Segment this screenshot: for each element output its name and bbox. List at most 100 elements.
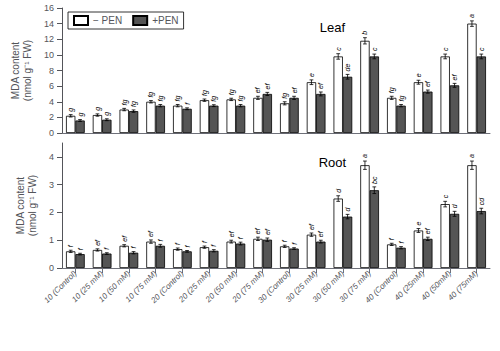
svg-text:ef: ef	[254, 86, 261, 93]
svg-text:30 (50 mM): 30 (50 mM)	[310, 268, 347, 305]
svg-text:c: c	[371, 47, 378, 51]
svg-text:fg: fg	[388, 87, 396, 93]
svg-text:f: f	[388, 237, 395, 240]
svg-text:ef: ef	[317, 230, 324, 237]
svg-text:2: 2	[49, 207, 54, 217]
svg-text:6: 6	[49, 81, 54, 91]
svg-text:g: g	[94, 107, 102, 111]
svg-text:g: g	[103, 112, 111, 116]
svg-text:ef: ef	[147, 230, 154, 237]
svg-text:a: a	[468, 14, 475, 18]
svg-text:a: a	[468, 154, 475, 158]
svg-text:ef: ef	[424, 227, 431, 234]
svg-text:e: e	[415, 222, 422, 226]
svg-text:ef: ef	[94, 239, 101, 246]
svg-text:f: f	[184, 102, 191, 105]
svg-text:c: c	[442, 47, 449, 51]
svg-text:− PEN: − PEN	[93, 15, 122, 26]
svg-text:e: e	[308, 73, 315, 77]
svg-text:f: f	[201, 240, 208, 243]
svg-text:ef: ef	[264, 82, 271, 89]
svg-text:ef: ef	[317, 82, 324, 89]
svg-text:fg: fg	[281, 93, 289, 99]
svg-text:e: e	[415, 73, 422, 77]
svg-text:0: 0	[49, 263, 54, 273]
svg-text:20 (50 mM): 20 (50 mM)	[203, 268, 240, 305]
svg-text:30 (75 mM): 30 (75 mM)	[337, 268, 373, 305]
svg-text:ef: ef	[228, 230, 235, 237]
svg-text:d: d	[451, 203, 458, 208]
svg-text:8: 8	[49, 66, 54, 76]
svg-text:fg: fg	[130, 101, 138, 107]
svg-text:ef: ef	[264, 228, 271, 235]
svg-text:10 (Control): 10 (Control)	[42, 268, 79, 305]
svg-text:1: 1	[49, 235, 54, 245]
svg-text:20 (Control): 20 (Control)	[149, 268, 186, 305]
svg-text:10 (50 mM): 10 (50 mM)	[96, 268, 133, 305]
svg-text:a: a	[361, 154, 368, 158]
svg-text:Root: Root	[319, 155, 347, 170]
svg-text:f: f	[210, 244, 217, 247]
svg-text:fg: fg	[398, 96, 406, 102]
svg-text:0: 0	[49, 128, 54, 138]
svg-text:3: 3	[49, 180, 54, 190]
svg-text:d: d	[344, 206, 351, 211]
svg-text:ef: ef	[451, 73, 458, 80]
svg-text:30 (Control): 30 (Control)	[256, 268, 293, 305]
svg-text:16: 16	[44, 3, 54, 13]
svg-text:f: f	[67, 244, 74, 247]
svg-text:+PEN: +PEN	[152, 15, 178, 26]
svg-text:fg: fg	[228, 89, 236, 95]
svg-text:fg: fg	[121, 99, 129, 105]
svg-text:fg: fg	[174, 96, 182, 102]
svg-text:g: g	[77, 113, 85, 117]
svg-text:fg: fg	[201, 90, 209, 96]
svg-text:2: 2	[49, 112, 54, 122]
svg-text:12: 12	[44, 34, 54, 44]
svg-text:20 (75 mM): 20 (75 mM)	[230, 268, 266, 305]
svg-text:MDA content: MDA content	[10, 42, 21, 99]
svg-text:MDA content: MDA content	[15, 177, 26, 234]
svg-text:ef: ef	[254, 227, 261, 234]
svg-text:fg: fg	[237, 96, 245, 102]
svg-text:c: c	[335, 47, 342, 51]
svg-text:40 (75mM): 40 (75mM)	[446, 269, 480, 303]
svg-text:10 (25 mM): 10 (25 mM)	[70, 268, 106, 305]
svg-text:d: d	[335, 188, 342, 193]
svg-text:Leaf: Leaf	[320, 20, 346, 35]
svg-text:10 (75 mM): 10 (75 mM)	[123, 268, 159, 305]
svg-text:ef: ef	[291, 86, 298, 93]
svg-text:f: f	[157, 238, 164, 241]
svg-text:f: f	[281, 239, 288, 242]
svg-text:c: c	[442, 194, 449, 198]
svg-text:de: de	[344, 64, 351, 72]
svg-text:(nmol g⁻¹ FW): (nmol g⁻¹ FW)	[27, 175, 38, 236]
svg-text:f: f	[103, 247, 110, 250]
svg-text:f: f	[398, 241, 405, 244]
svg-text:f: f	[184, 245, 191, 248]
svg-text:b: b	[361, 31, 368, 35]
svg-text:f: f	[77, 247, 84, 250]
svg-text:f: f	[237, 236, 244, 239]
svg-text:fg: fg	[157, 96, 165, 102]
svg-text:f: f	[130, 246, 137, 249]
svg-text:4: 4	[49, 152, 54, 162]
svg-text:14: 14	[44, 19, 54, 29]
svg-text:10: 10	[44, 50, 54, 60]
svg-text:30 (25 mM): 30 (25 mM)	[284, 268, 320, 305]
svg-text:20 (25 mM): 20 (25 mM)	[177, 268, 213, 305]
svg-text:cd: cd	[478, 197, 485, 206]
svg-text:bc: bc	[371, 176, 378, 184]
svg-text:ef: ef	[424, 80, 431, 87]
svg-text:(nmol g⁻¹ FW): (nmol g⁻¹ FW)	[22, 40, 33, 101]
svg-text:f: f	[291, 242, 298, 245]
svg-text:40 (Control): 40 (Control)	[363, 269, 399, 305]
svg-text:f: f	[174, 242, 181, 245]
svg-text:fg: fg	[210, 96, 218, 102]
svg-text:ef: ef	[121, 235, 128, 242]
svg-text:c: c	[478, 47, 485, 51]
svg-text:g: g	[67, 108, 75, 112]
svg-text:fg: fg	[147, 92, 155, 98]
svg-text:4: 4	[49, 97, 54, 107]
svg-text:ef: ef	[308, 223, 315, 230]
